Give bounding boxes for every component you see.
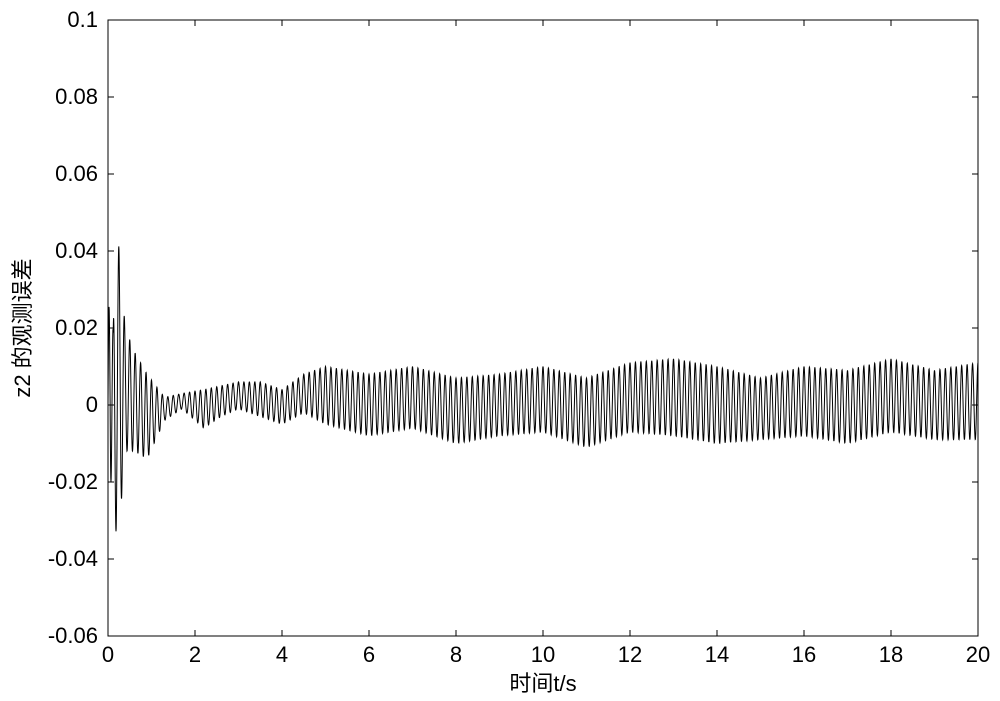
ytick-label: -0.04 <box>48 546 98 571</box>
ytick-label: -0.06 <box>48 623 98 648</box>
xtick-label: 4 <box>276 642 288 667</box>
xtick-label: 18 <box>879 642 903 667</box>
ytick-label: 0.02 <box>55 315 98 340</box>
xtick-label: 12 <box>618 642 642 667</box>
observation-error-chart: 0 2 4 6 8 10 12 14 16 18 20 -0.06 -0.04 -0.02 0 0.02 0.0… <box>0 0 1000 701</box>
chart-container: 0 2 4 6 8 10 12 14 16 18 20 -0.06 -0.04 -0.02 0 0.02 0.0… <box>0 0 1000 701</box>
ytick-label: 0.1 <box>67 7 98 32</box>
y-axis-title: z2 的观测误差 <box>10 258 35 397</box>
ytick-label: 0.04 <box>55 238 98 263</box>
ytick-label: -0.02 <box>48 469 98 494</box>
ytick-label: 0 <box>86 392 98 417</box>
series-z2-observation-error <box>108 246 978 531</box>
xtick-label: 16 <box>792 642 816 667</box>
xtick-label: 2 <box>189 642 201 667</box>
ytick-label: 0.06 <box>55 161 98 186</box>
xtick-label: 14 <box>705 642 729 667</box>
ytick-label: 0.08 <box>55 84 98 109</box>
xtick-label: 10 <box>531 642 555 667</box>
plot-frame <box>108 20 978 636</box>
x-axis-title: 时间t/s <box>509 671 576 696</box>
xtick-label: 6 <box>363 642 375 667</box>
xtick-label: 20 <box>966 642 990 667</box>
xtick-label: 8 <box>450 642 462 667</box>
xtick-label: 0 <box>102 642 114 667</box>
